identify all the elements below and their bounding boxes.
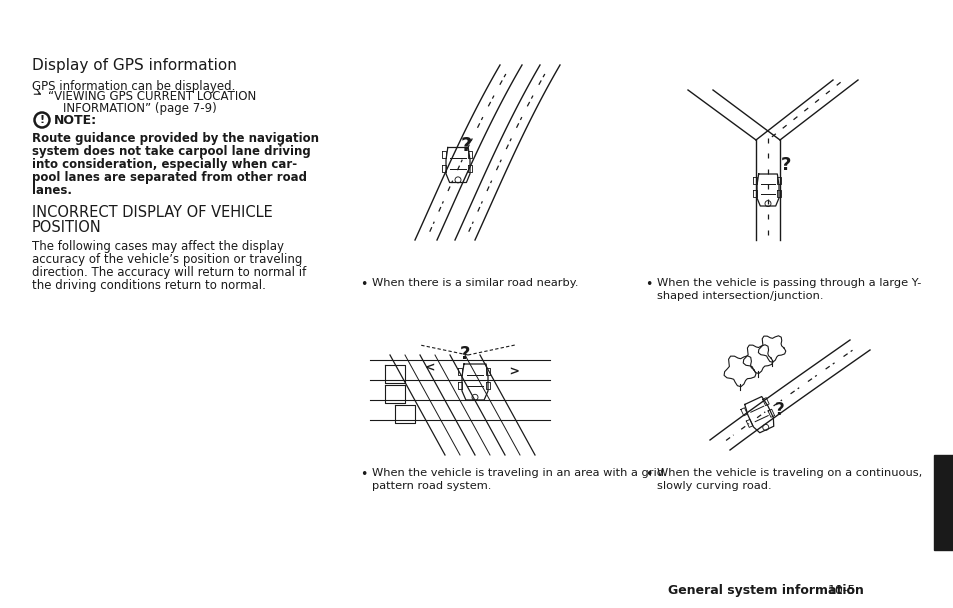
Text: <: < xyxy=(506,362,517,375)
Text: When there is a similar road nearby.: When there is a similar road nearby. xyxy=(372,278,578,288)
Text: General system information: General system information xyxy=(667,584,863,597)
Text: Display of GPS information: Display of GPS information xyxy=(32,58,236,73)
Text: the driving conditions return to normal.: the driving conditions return to normal. xyxy=(32,279,266,292)
Text: INFORMATION” (page 7-9): INFORMATION” (page 7-9) xyxy=(48,102,216,115)
Text: pool lanes are separated from other road: pool lanes are separated from other road xyxy=(32,171,307,184)
Text: When the vehicle is traveling in an area with a grid: When the vehicle is traveling in an area… xyxy=(372,468,663,478)
Text: direction. The accuracy will return to normal if: direction. The accuracy will return to n… xyxy=(32,266,306,279)
Text: POSITION: POSITION xyxy=(32,220,102,235)
Text: Route guidance provided by the navigation: Route guidance provided by the navigatio… xyxy=(32,132,318,145)
Text: When the vehicle is traveling on a continuous,: When the vehicle is traveling on a conti… xyxy=(657,468,922,478)
Text: ?: ? xyxy=(460,136,471,154)
Text: slowly curving road.: slowly curving road. xyxy=(657,481,771,491)
Text: •: • xyxy=(359,278,367,291)
Text: •: • xyxy=(359,468,367,481)
Text: •: • xyxy=(644,468,652,481)
Text: GPS information can be displayed.: GPS information can be displayed. xyxy=(32,80,235,93)
Text: pattern road system.: pattern road system. xyxy=(372,481,491,491)
Text: shaped intersection/junction.: shaped intersection/junction. xyxy=(657,291,822,301)
Text: •: • xyxy=(644,278,652,291)
Text: accuracy of the vehicle’s position or traveling: accuracy of the vehicle’s position or tr… xyxy=(32,253,302,266)
Text: lanes.: lanes. xyxy=(32,184,71,197)
Text: ?: ? xyxy=(774,401,784,419)
Text: “VIEWING GPS CURRENT LOCATION: “VIEWING GPS CURRENT LOCATION xyxy=(48,90,256,103)
Text: The following cases may affect the display: The following cases may affect the displ… xyxy=(32,240,284,253)
Text: 10-5: 10-5 xyxy=(827,584,856,597)
Text: !: ! xyxy=(39,115,45,125)
Text: When the vehicle is passing through a large Y-: When the vehicle is passing through a la… xyxy=(657,278,921,288)
Text: ?: ? xyxy=(780,156,790,174)
Text: INCORRECT DISPLAY OF VEHICLE: INCORRECT DISPLAY OF VEHICLE xyxy=(32,205,273,220)
Text: into consideration, especially when car-: into consideration, especially when car- xyxy=(32,158,296,171)
Text: <: < xyxy=(424,362,435,375)
Bar xyxy=(933,455,953,550)
Text: ?: ? xyxy=(459,345,470,363)
Text: NOTE:: NOTE: xyxy=(54,114,97,127)
Text: system does not take carpool lane driving: system does not take carpool lane drivin… xyxy=(32,145,311,158)
